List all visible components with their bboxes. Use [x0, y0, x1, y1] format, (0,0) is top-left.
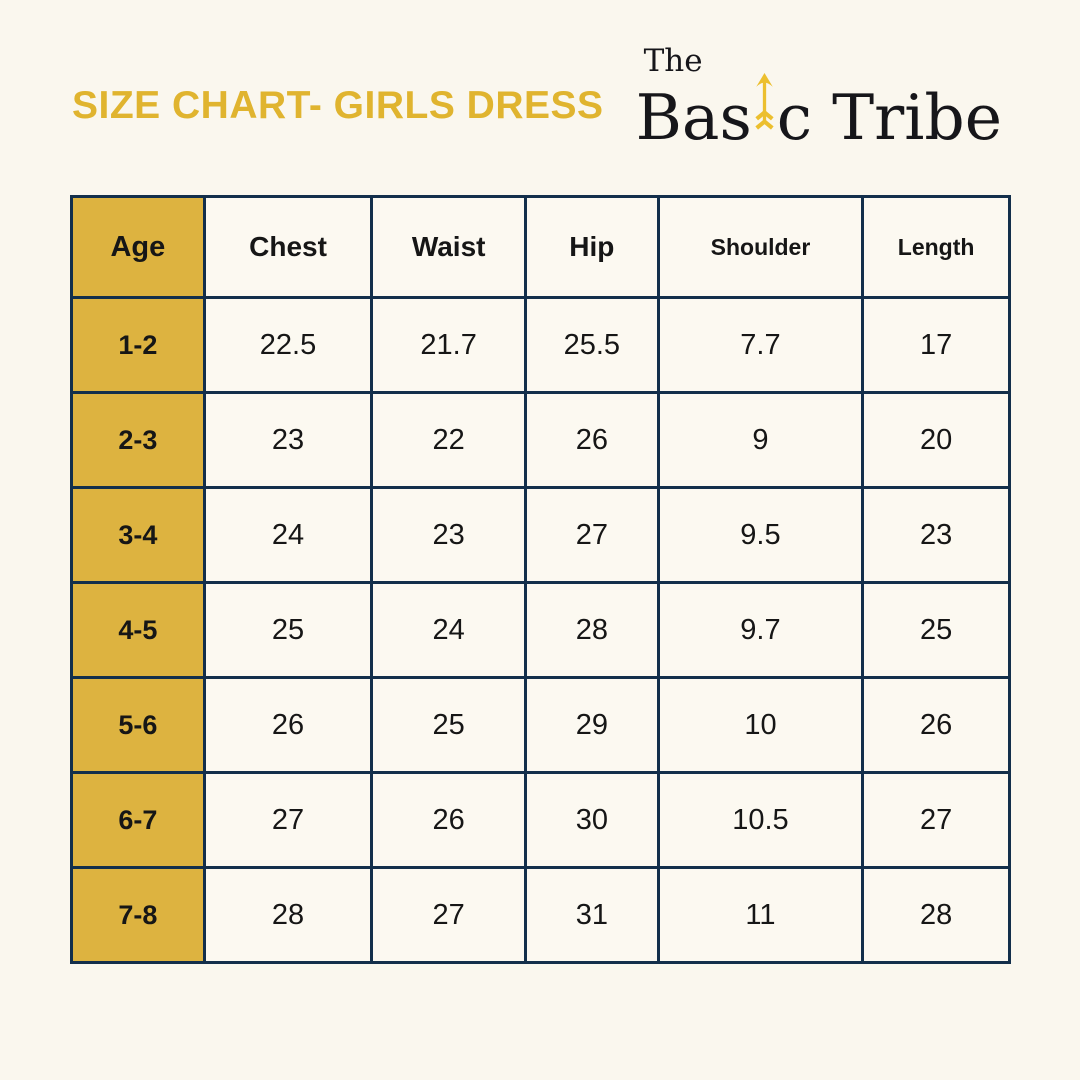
table-row: 4-5 25 24 28 9.7 25: [70, 581, 1011, 679]
measurement-cell: 9.7: [656, 581, 865, 679]
measurement-cell: 31: [523, 866, 660, 964]
measurement-cell: 27: [370, 866, 527, 964]
measurement-cell: 25: [370, 676, 527, 774]
measurement-cell: 25: [202, 581, 374, 679]
size-chart-table: Age Chest Waist Hip Shoulder Length 1-2 2…: [70, 195, 1011, 964]
column-header-waist: Waist: [370, 195, 527, 299]
measurement-cell: 27: [861, 771, 1011, 869]
measurement-cell: 26: [202, 676, 374, 774]
column-header-length: Length: [861, 195, 1011, 299]
measurement-cell: 10: [656, 676, 865, 774]
measurement-cell: 25.5: [523, 296, 660, 394]
age-cell: 6-7: [70, 771, 206, 869]
column-header-shoulder: Shoulder: [656, 195, 865, 299]
measurement-cell: 28: [861, 866, 1011, 964]
measurement-cell: 24: [370, 581, 527, 679]
age-cell: 7-8: [70, 866, 206, 964]
column-header-age: Age: [70, 195, 206, 299]
measurement-cell: 30: [523, 771, 660, 869]
age-cell: 2-3: [70, 391, 206, 489]
measurement-cell: 21.7: [370, 296, 527, 394]
measurement-cell: 17: [861, 296, 1011, 394]
brand-logo: The Bas c Tribe: [636, 43, 1002, 150]
age-cell: 3-4: [70, 486, 206, 584]
measurement-cell: 26: [370, 771, 527, 869]
header-row: Age Chest Waist Hip Shoulder Length: [70, 195, 1011, 299]
age-cell: 1-2: [70, 296, 206, 394]
measurement-cell: 24: [202, 486, 374, 584]
table-row: 3-4 24 23 27 9.5 23: [70, 486, 1011, 584]
age-cell: 4-5: [70, 581, 206, 679]
measurement-cell: 20: [861, 391, 1011, 489]
column-header-chest: Chest: [202, 195, 374, 299]
table-row: 6-7 27 26 30 10.5 27: [70, 771, 1011, 869]
column-header-hip: Hip: [523, 195, 660, 299]
measurement-cell: 7.7: [656, 296, 865, 394]
brand-logo-name: Bas c Tribe: [636, 73, 1002, 149]
measurement-cell: 10.5: [656, 771, 865, 869]
measurement-cell: 25: [861, 581, 1011, 679]
brand-logo-name-part2: c Tribe: [776, 81, 1002, 154]
page-title: SIZE CHART- GIRLS DRESS: [72, 84, 604, 127]
measurement-cell: 29: [523, 676, 660, 774]
gold-arrow-up-icon: [755, 73, 774, 130]
table-row: 5-6 26 25 29 10 26: [70, 676, 1011, 774]
measurement-cell: 28: [523, 581, 660, 679]
measurement-cell: 11: [656, 866, 865, 964]
measurement-cell: 22.5: [202, 296, 374, 394]
measurement-cell: 27: [202, 771, 374, 869]
table-row: 1-2 22.5 21.7 25.5 7.7 17: [70, 296, 1011, 394]
measurement-cell: 23: [202, 391, 374, 489]
measurement-cell: 9: [656, 391, 865, 489]
measurement-cell: 23: [370, 486, 527, 584]
measurement-cell: 23: [861, 486, 1011, 584]
measurement-cell: 26: [861, 676, 1011, 774]
brand-logo-the: The: [643, 43, 703, 79]
age-cell: 5-6: [70, 676, 206, 774]
measurement-cell: 27: [523, 486, 660, 584]
table-row: 2-3 23 22 26 9 20: [70, 391, 1011, 489]
measurement-cell: 26: [523, 391, 660, 489]
measurement-cell: 28: [202, 866, 374, 964]
table-row: 7-8 28 27 31 11 28: [70, 866, 1011, 964]
measurement-cell: 22: [370, 391, 527, 489]
brand-logo-name-part1: Bas: [635, 81, 752, 154]
measurement-cell: 9.5: [656, 486, 865, 584]
table-body: 1-2 22.5 21.7 25.5 7.7 17 2-3 23 22 26 9 20 3-4 24 23 2…: [70, 296, 1011, 964]
